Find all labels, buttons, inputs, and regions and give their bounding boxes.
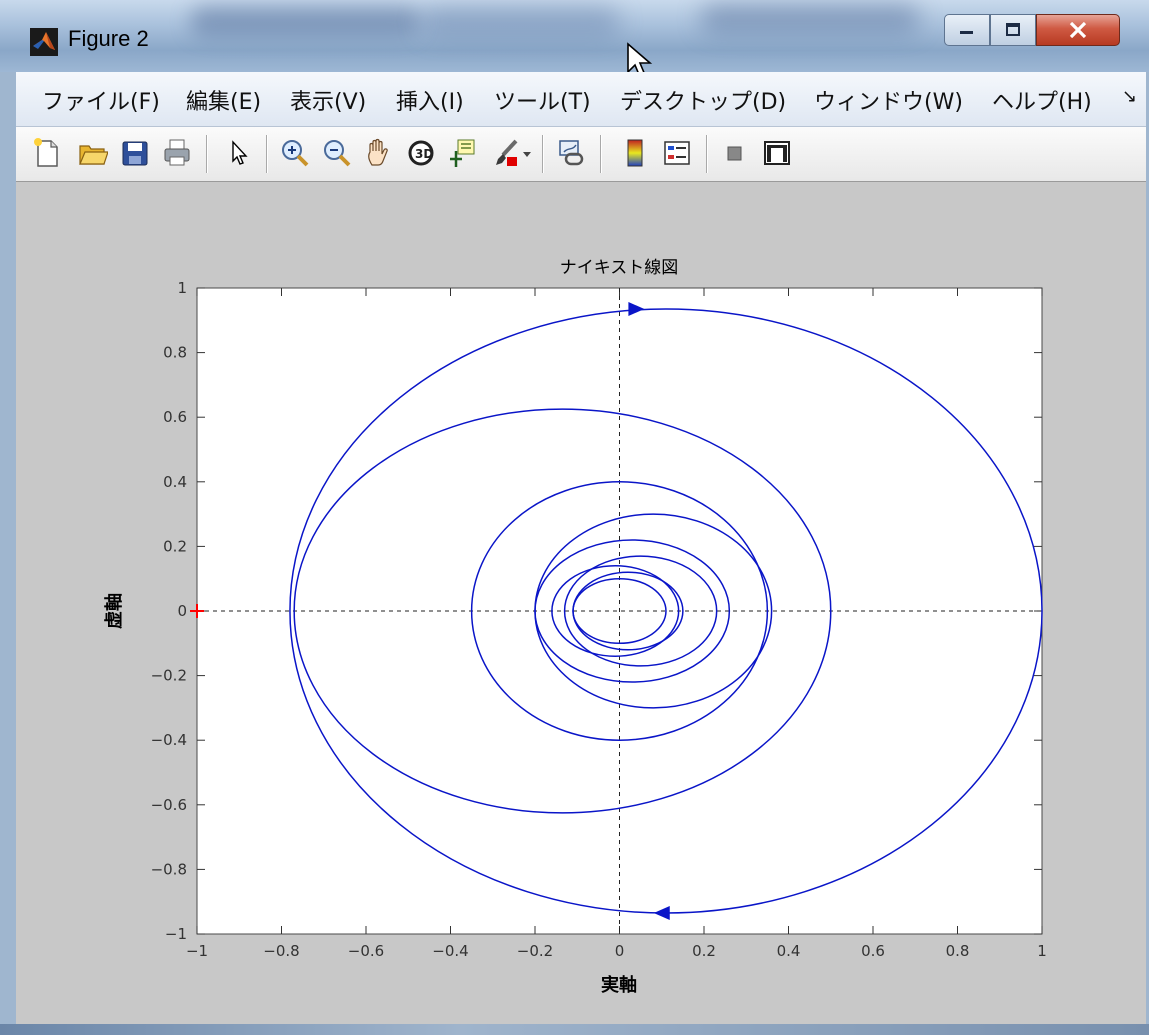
save-icon[interactable] — [120, 137, 150, 169]
maximize-icon — [1006, 23, 1020, 36]
x-tick-label: 0.2 — [692, 942, 716, 960]
curve-loop — [572, 577, 667, 645]
direction-arrow — [628, 301, 645, 316]
curve-loop — [470, 481, 769, 741]
x-tick-label: 0.6 — [861, 942, 885, 960]
direction-arrows — [628, 301, 670, 921]
hide-plot-tools-icon[interactable] — [720, 137, 750, 169]
y-tick-label: 0.6 — [163, 408, 187, 426]
menu-insert[interactable]: 挿入(I) — [396, 90, 464, 115]
window-title: Figure 2 — [68, 26, 149, 51]
figure-toolbar: 3D — [16, 127, 1146, 182]
curve-loop — [551, 565, 680, 657]
menu-tools[interactable]: ツール(T) — [494, 90, 591, 115]
edit-plot-arrow-icon[interactable] — [224, 137, 254, 169]
colorbar-icon[interactable] — [620, 137, 650, 169]
curve-loop — [293, 408, 832, 814]
y-axis-label: 虚軸 — [103, 593, 125, 629]
close-icon — [1069, 22, 1087, 38]
new-figure-icon[interactable] — [32, 137, 62, 169]
y-tick-label: 0.8 — [163, 344, 187, 362]
close-button[interactable] — [1036, 14, 1120, 46]
brush-dropdown-icon[interactable] — [520, 137, 534, 169]
menu-desktop[interactable]: デスクトップ(D) — [620, 90, 787, 115]
x-axis-label: 実軸 — [601, 974, 637, 996]
x-tick-label: −1 — [186, 942, 208, 960]
show-plot-tools-icon[interactable] — [762, 137, 792, 169]
y-tick-label: −0.6 — [151, 796, 187, 814]
zero-crosshair — [197, 288, 1042, 934]
brush-icon[interactable] — [490, 137, 520, 169]
y-tick-label: 0.2 — [163, 537, 187, 555]
print-icon[interactable] — [162, 137, 192, 169]
minimize-button[interactable] — [944, 14, 990, 46]
menu-overflow-icon[interactable]: ↘ — [1122, 86, 1138, 107]
x-tick-label: −0.4 — [432, 942, 468, 960]
x-tick-label: −0.8 — [263, 942, 299, 960]
x-tick-label: −0.6 — [348, 942, 384, 960]
minimize-icon — [960, 31, 973, 34]
curve-loop — [563, 555, 718, 667]
x-tick-label: −0.2 — [517, 942, 553, 960]
menu-view[interactable]: 表示(V) — [290, 90, 367, 115]
x-tick-label: 0 — [615, 942, 625, 960]
y-tick-label: −1 — [165, 925, 187, 943]
link-plot-icon[interactable] — [556, 137, 586, 169]
menu-help[interactable]: ヘルプ(H) — [992, 90, 1092, 115]
curve-loop — [534, 539, 731, 683]
axis-ticks: −1 −0.8 −0.6 −0.4 −0.2 0 0.2 0.4 0.6 0.8 1 −1 −0.8 −0… — [151, 279, 1047, 960]
pan-hand-icon[interactable] — [364, 137, 394, 169]
zoom-in-icon[interactable] — [280, 137, 310, 169]
window-bottom-edge — [0, 1024, 1149, 1035]
rotate-3d-icon[interactable]: 3D — [406, 137, 436, 169]
legend-icon[interactable] — [662, 137, 692, 169]
matlab-logo-icon — [30, 28, 58, 56]
nyquist-plot[interactable]: ナイキスト線図 実軸 虚軸 −1 −0.8 −0.6 −0.4 −0.2 0 0.2 0.4 0… — [16, 182, 1146, 1024]
y-tick-label: 0 — [177, 602, 187, 620]
menu-bar: ファイル(F) 編集(E) 表示(V) 挿入(I) ツール(T) デスクトップ(… — [16, 72, 1146, 127]
y-tick-label: −0.2 — [151, 667, 187, 685]
chart-title: ナイキスト線図 — [560, 258, 679, 278]
x-tick-label: 0.4 — [777, 942, 801, 960]
data-cursor-icon[interactable] — [448, 137, 478, 169]
zoom-out-icon[interactable] — [322, 137, 352, 169]
critical-point-marker — [190, 604, 204, 618]
open-file-icon[interactable] — [78, 137, 108, 169]
y-tick-label: −0.4 — [151, 731, 187, 749]
x-tick-label: 0.8 — [946, 942, 970, 960]
svg-text:3D: 3D — [415, 147, 433, 161]
figure-canvas: ナイキスト線図 実軸 虚軸 −1 −0.8 −0.6 −0.4 −0.2 0 0.2 0.4 0… — [16, 182, 1146, 1024]
menu-edit[interactable]: 編集(E) — [186, 90, 262, 115]
y-tick-label: 0.4 — [163, 473, 187, 491]
y-tick-label: −0.8 — [151, 860, 187, 878]
title-bar[interactable]: Figure 2 — [0, 0, 1149, 79]
menu-window[interactable]: ウィンドウ(W) — [814, 90, 963, 115]
y-tick-label: 1 — [177, 279, 187, 297]
maximize-button[interactable] — [990, 14, 1036, 46]
x-tick-label: 1 — [1037, 942, 1047, 960]
direction-arrow — [653, 906, 670, 921]
menu-file[interactable]: ファイル(F) — [42, 90, 160, 115]
nyquist-curve — [289, 308, 1043, 914]
